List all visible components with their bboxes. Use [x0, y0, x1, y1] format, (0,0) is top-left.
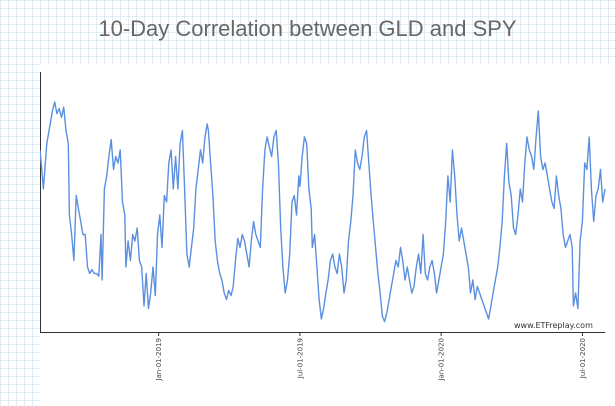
chart-axes	[40, 72, 605, 333]
x-tick-label: Jul-01-2019	[296, 338, 304, 379]
x-tick-label: Jan-01-2019	[155, 338, 163, 382]
x-axis-ticks: Jan-01-2019 Jul-01-2019 Jan-01-2020 Jul-01-…	[155, 332, 587, 382]
watermark-label: www.ETFreplay.com	[514, 321, 593, 330]
plot-area: +1.00+0.75+0.50+0.25+0.00-0.25-0.50-0.75…	[40, 64, 615, 406]
chart-series	[40, 101, 606, 323]
correlation-chart: +1.00+0.75+0.50+0.25+0.00-0.25-0.50-0.75…	[40, 72, 606, 382]
x-tick-label: Jan-01-2020	[438, 338, 446, 382]
series-line	[40, 101, 606, 323]
x-tick-label: Jul-01-2020	[579, 338, 587, 379]
chart-title: 10-Day Correlation between GLD and SPY	[98, 16, 517, 41]
